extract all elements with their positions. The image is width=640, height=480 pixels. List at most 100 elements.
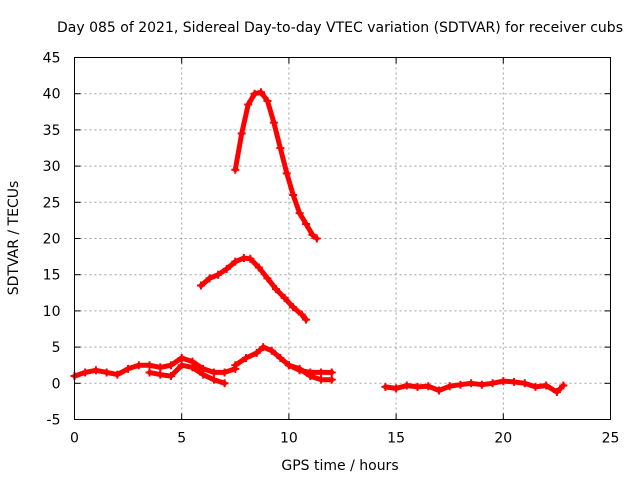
data-point (424, 382, 433, 391)
data-point (246, 254, 255, 263)
data-point (269, 118, 278, 127)
data-point (263, 96, 272, 105)
data-point (124, 364, 133, 373)
x-tick-label: 25 (602, 431, 620, 447)
y-tick-label: 0 (52, 376, 61, 392)
data-point (327, 368, 336, 377)
data-point (220, 379, 229, 388)
data-point (280, 293, 289, 302)
data-point (488, 379, 497, 388)
data-point (259, 343, 268, 352)
data-point (222, 264, 231, 273)
series-arc-night (381, 377, 568, 396)
data-point (289, 303, 298, 312)
data-point (231, 165, 240, 174)
y-tick-label: 15 (43, 268, 61, 284)
data-point (413, 382, 422, 391)
data-point (327, 375, 336, 384)
data-point (434, 386, 443, 395)
data-point (499, 377, 508, 386)
data-point (134, 361, 143, 370)
data-point (272, 285, 281, 294)
data-point (477, 380, 486, 389)
data-point (308, 230, 317, 239)
data-point (552, 387, 561, 396)
series-markers (231, 88, 321, 243)
data-point (295, 364, 304, 373)
data-point (456, 380, 465, 389)
data-point (254, 263, 263, 272)
series-line (198, 255, 309, 323)
data-point (81, 368, 90, 377)
data-point (257, 88, 266, 97)
y-tick-label: 35 (43, 123, 61, 139)
data-point (177, 353, 186, 362)
data-point (209, 375, 218, 384)
series-markers (145, 361, 229, 388)
data-point (317, 375, 326, 384)
data-point (231, 257, 240, 266)
data-point (445, 382, 454, 391)
data-point (467, 379, 476, 388)
series-arc-peak-40 (231, 88, 321, 243)
plot-frame (74, 57, 611, 420)
data-point (295, 209, 304, 218)
data-point (209, 368, 218, 377)
data-point (531, 382, 540, 391)
series-arc-low-c (231, 343, 336, 377)
data-point (145, 368, 154, 377)
data-point (520, 379, 529, 388)
data-point (156, 363, 165, 372)
data-point (214, 270, 223, 279)
data-point (166, 372, 175, 381)
data-point (244, 100, 253, 109)
series-markers (381, 377, 568, 396)
y-tick-label: 20 (43, 232, 61, 248)
data-point (282, 169, 291, 178)
data-point (196, 281, 205, 290)
data-point (284, 361, 293, 370)
data-point (91, 366, 100, 375)
x-tick-label: 10 (280, 431, 298, 447)
series-arc-low-b (145, 361, 229, 388)
series-arc-low-d (284, 361, 336, 384)
data-point (252, 348, 261, 357)
data-point (242, 353, 251, 362)
data-point (166, 361, 175, 370)
data-point (237, 129, 246, 138)
series-markers (196, 254, 311, 324)
y-tick-label: 5 (52, 340, 61, 356)
y-tick-label: 25 (43, 195, 61, 211)
data-point (263, 274, 272, 283)
y-axis-label: SDTVAR / TECUs (6, 181, 22, 296)
data-point (542, 381, 551, 390)
data-point (177, 361, 186, 370)
y-tick-label: 30 (43, 159, 61, 175)
data-point (297, 310, 306, 319)
data-point (402, 381, 411, 390)
series-line (232, 89, 320, 241)
data-point (156, 370, 165, 379)
data-point (231, 361, 240, 370)
y-tick-label: 10 (43, 304, 61, 320)
x-tick-label: 15 (387, 431, 405, 447)
series-arc-peak-17 (196, 254, 311, 324)
data-point (317, 368, 326, 377)
data-point (302, 315, 311, 324)
x-tick-label: 5 (177, 431, 186, 447)
x-axis-label: GPS time / hours (281, 458, 398, 474)
data-point (145, 361, 154, 370)
data-point (250, 89, 259, 98)
series-markers (284, 361, 336, 384)
data-point (102, 368, 111, 377)
data-point (381, 382, 390, 391)
data-point (559, 381, 568, 390)
y-tick-label: -5 (47, 413, 61, 429)
data-point (302, 220, 311, 229)
data-point (199, 370, 208, 379)
data-point (276, 144, 285, 152)
y-tick-label: 45 (43, 51, 61, 67)
x-tick-label: 20 (494, 431, 512, 447)
series-line (232, 344, 335, 375)
